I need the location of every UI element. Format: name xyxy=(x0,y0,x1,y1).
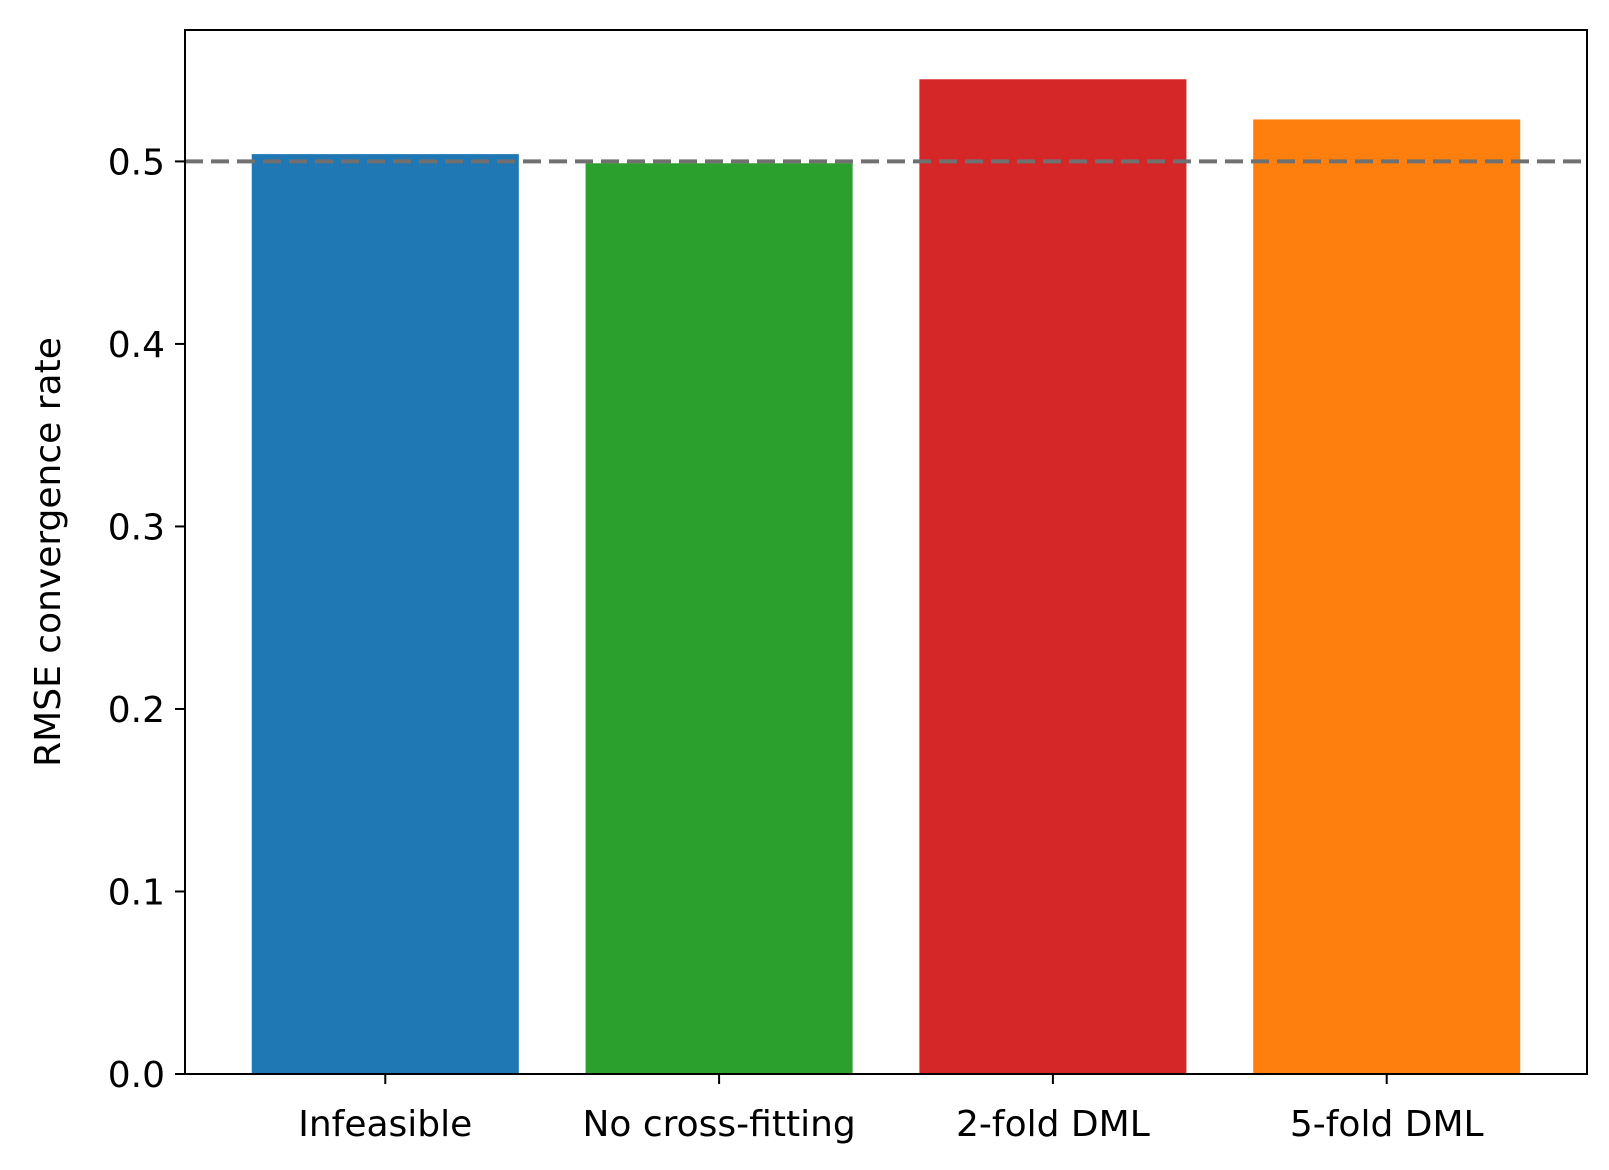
y-tick-label: 0.2 xyxy=(108,690,165,731)
y-axis: 0.0 0.1 0.2 0.3 0.4 0.5 xyxy=(108,142,185,1096)
x-tick-label: No cross-fitting xyxy=(582,1104,855,1145)
y-axis-label: RMSE convergence rate xyxy=(28,337,69,767)
plot-frame xyxy=(184,29,1588,1075)
y-tick-label: 0.1 xyxy=(108,872,165,913)
bars-group xyxy=(251,79,1521,1075)
y-tick-label: 0.5 xyxy=(108,142,165,183)
y-tick-label: 0.0 xyxy=(108,1055,165,1096)
x-tick-label: 5-fold DML xyxy=(1290,1104,1484,1145)
x-axis: Infeasible No cross-fitting 2-fold DML 5-fo… xyxy=(298,1074,1484,1145)
bar-no-cross-fitting xyxy=(585,163,853,1074)
y-tick-label: 0.4 xyxy=(108,325,165,366)
bar-5-fold-dml xyxy=(1253,119,1521,1074)
bar-infeasible xyxy=(251,154,519,1075)
bar-2-fold-dml xyxy=(919,79,1187,1074)
y-tick-label: 0.3 xyxy=(108,507,165,548)
x-tick-label: Infeasible xyxy=(298,1104,472,1145)
x-tick-label: 2-fold DML xyxy=(956,1104,1150,1145)
